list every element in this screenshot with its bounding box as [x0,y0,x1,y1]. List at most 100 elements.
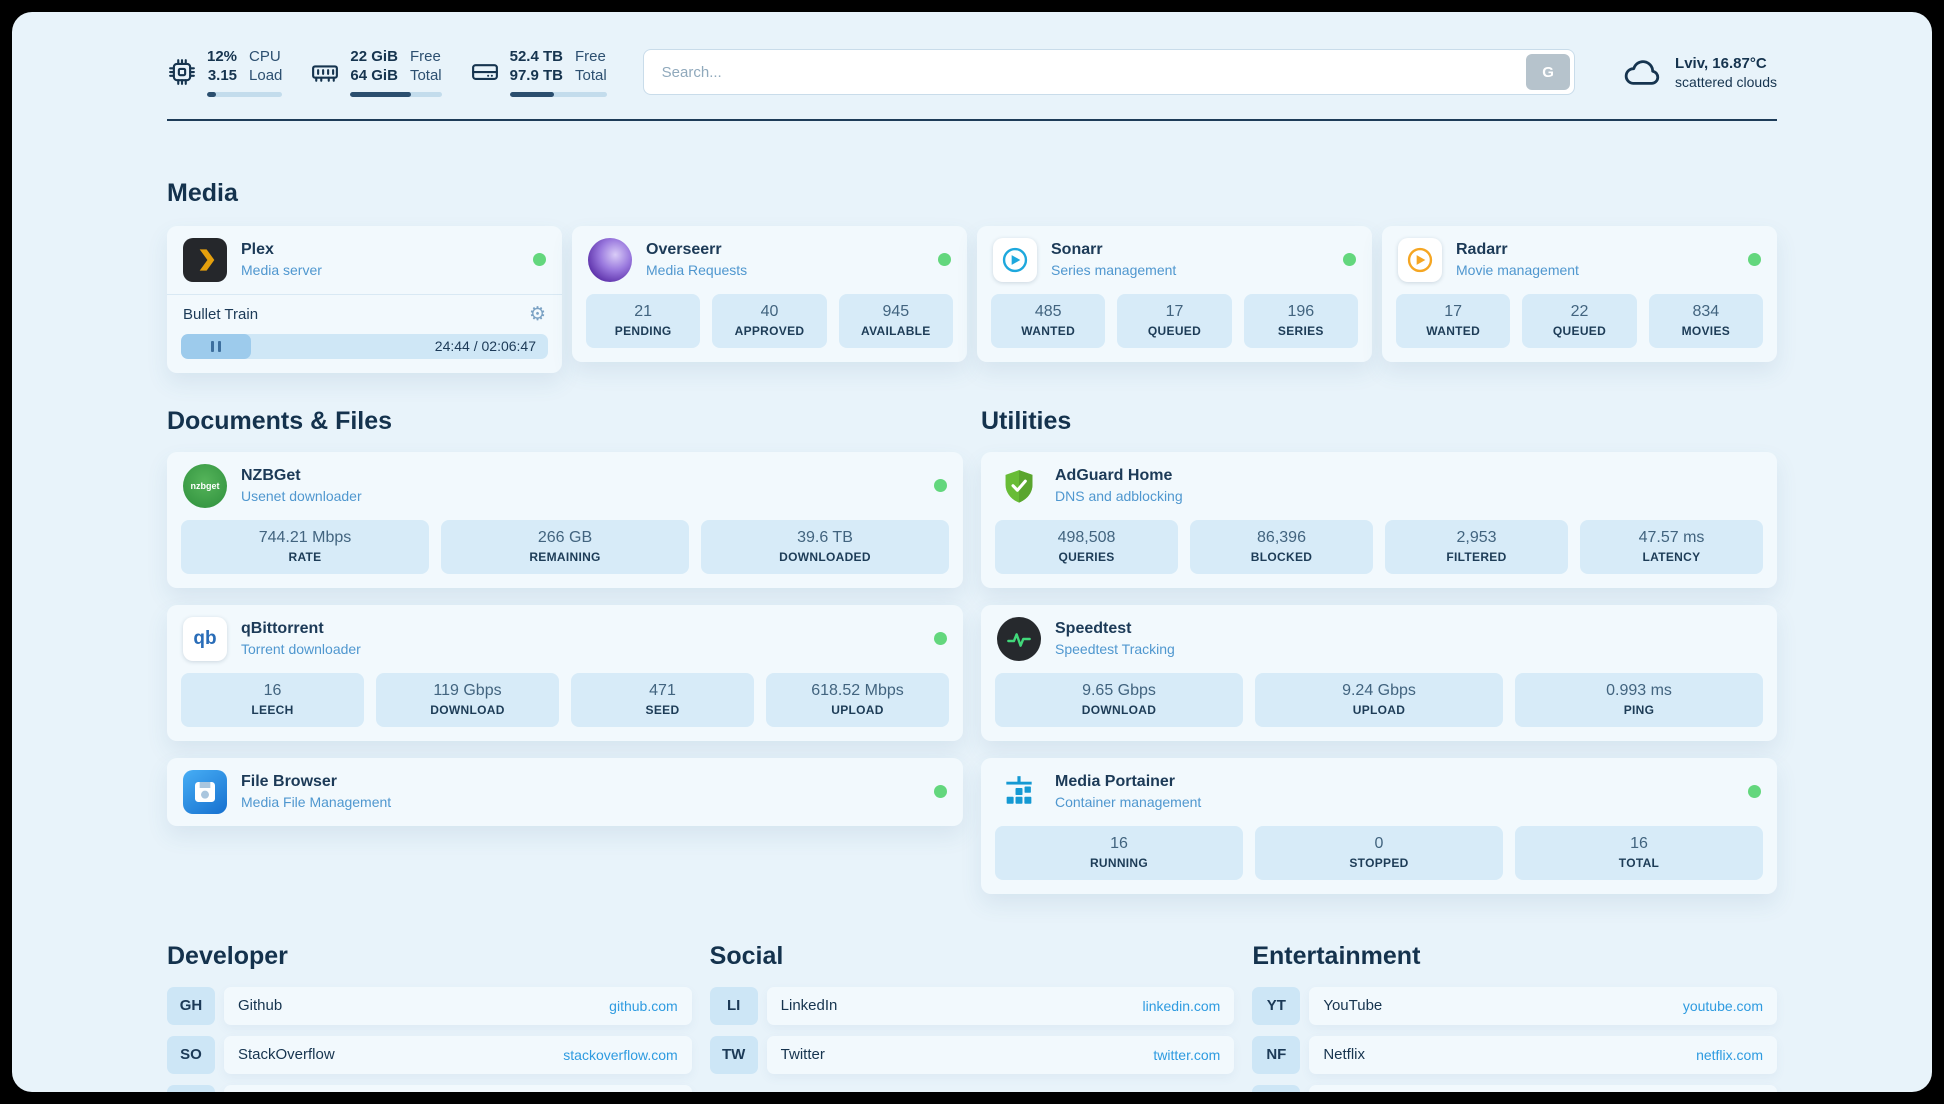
app-subtitle: DNS and adblocking [1055,488,1183,504]
app-subtitle: Movie management [1456,262,1579,278]
app-card-radarr[interactable]: Radarr Movie management 17 WANTED 22 QUE… [1382,225,1777,362]
app-card-qbittorrent[interactable]: qb qBittorrent Torrent downloader 16 LEE… [167,604,963,741]
plex-icon [183,237,227,282]
app-subtitle: Media Requests [646,262,748,278]
status-dot [934,785,947,798]
bookmark-twitter[interactable]: TW Twitter twitter.com [709,1035,1235,1074]
bookmark-reddit[interactable]: RE Reddit reddit.com [1252,1084,1777,1092]
disk-free-value: 52.4 TB [509,48,563,65]
stat-label: SERIES [1277,324,1324,338]
stat-label: UPLOAD [1352,703,1406,717]
sonarr-icon [993,237,1037,282]
app-card-adguard[interactable]: AdGuard Home DNS and adblocking 498,508 … [981,451,1777,588]
app-name: File Browser [241,773,338,790]
bookmark-dev[interactable]: DT DEV dev.to [167,1084,692,1092]
ram-free-label: Free [409,48,441,65]
stat-value: 9.65 Gbps [1082,682,1156,699]
stat-value: 47.57 ms [1638,529,1705,546]
radarr-icon [1398,237,1442,282]
bookmark-abbr: TW [709,1035,758,1074]
stat-value: 2,953 [1456,529,1497,546]
stat-leech: 16 LEECH [181,672,364,727]
app-card-filebrowser[interactable]: File Browser Media File Management [167,757,963,826]
status-dot [533,253,546,266]
playback-progressbar[interactable]: 24:44 / 02:06:47 [181,333,548,359]
bookmark-youtube[interactable]: YT YouTube youtube.com [1252,986,1777,1025]
stat-value: 119 Gbps [433,682,502,699]
app-subtitle: Usenet downloader [241,488,362,504]
stat-label: BLOCKED [1250,550,1313,564]
bookmark-abbr: GH [167,986,215,1025]
nzbget-icon: nzbget [183,463,227,508]
stat-label: PENDING [614,324,672,338]
stat-label: DOWNLOAD [430,703,505,717]
stat-label: DOWNLOAD [1081,703,1157,717]
ram-total-value: 64 GiB [350,66,398,84]
dashboard-page: 12% 3.15 CPU Load [12,12,1932,1092]
bookmark-url: linkedin.com [1142,997,1221,1014]
filebrowser-icon [183,769,227,814]
app-card-speedtest[interactable]: Speedtest Speedtest Tracking 9.65 Gbps D… [981,604,1777,741]
stat-movies: 834 MOVIES [1648,293,1763,348]
disk-total-label: Total [574,66,607,84]
stat-label: PING [1623,703,1655,717]
status-dot [934,632,947,645]
stat-pending: 21 PENDING [586,293,701,348]
stat-label: WANTED [1021,324,1076,338]
topbar: 12% 3.15 CPU Load [167,48,1777,97]
stat-seed: 471 SEED [571,672,754,727]
app-card-portainer[interactable]: Media Portainer Container management 16 … [981,757,1777,894]
stat-series: 196 SERIES [1243,293,1358,348]
ram-progress-fill [350,91,411,97]
stat-downloaded: 39.6 TB DOWNLOADED [701,519,949,574]
search-provider-button[interactable]: G [1526,54,1571,91]
app-name: Radarr [1456,241,1508,258]
stat-download: 119 Gbps DOWNLOAD [376,672,559,727]
ram-free-value: 22 GiB [350,48,398,65]
app-card-nzbget[interactable]: nzbget NZBGet Usenet downloader 744.21 M… [167,451,963,588]
search: G [642,49,1576,96]
disk-free-label: Free [574,48,606,65]
app-card-sonarr[interactable]: Sonarr Series management 485 WANTED 17 Q… [977,225,1372,362]
stat-value: 9.24 Gbps [1342,682,1416,699]
bookmark-url: github.com [609,997,678,1014]
app-subtitle: Speedtest Tracking [1055,641,1175,657]
stat-label: TOTAL [1618,856,1660,870]
bookmark-name: Twitter [780,1046,825,1063]
bookmark-url: youtube.com [1682,997,1763,1014]
stat-label: WANTED [1426,324,1481,338]
app-name: qBittorrent [241,620,324,637]
bookmark-url: netflix.com [1696,1046,1763,1063]
stat-label: REMAINING [529,550,601,564]
stat-value: 196 [1287,303,1315,320]
gear-icon[interactable]: ⚙ [528,303,546,325]
cpu-icon [169,59,195,86]
stat-queued: 22 QUEUED [1522,293,1637,348]
ram-total-label: Total [409,66,442,84]
bookmark-github[interactable]: GH Github github.com [167,986,692,1025]
stat-value: 834 [1692,303,1720,320]
bookmark-name: YouTube [1323,997,1383,1014]
stat-running: 16 RUNNING [995,825,1243,880]
bookmark-linkedin[interactable]: LI LinkedIn linkedin.com [709,986,1235,1025]
bookmark-abbr: LI [709,986,758,1025]
stat-label: APPROVED [734,324,805,338]
stat-queued: 17 QUEUED [1117,293,1232,348]
stat-stopped: 0 STOPPED [1255,825,1503,880]
now-playing-title: Bullet Train [183,305,259,323]
stat-filtered: 2,953 FILTERED [1385,519,1568,574]
section-title-documents: Documents & Files [167,406,393,435]
cpu-progress-fill [207,91,217,97]
bookmark-abbr: DT [167,1084,215,1092]
portainer-icon [997,770,1041,814]
bookmark-netflix[interactable]: NF Netflix netflix.com [1252,1035,1777,1074]
bookmark-stackoverflow[interactable]: SO StackOverflow stackoverflow.com [167,1035,692,1074]
stat-ping: 0.993 ms PING [1515,672,1763,727]
app-card-plex[interactable]: Plex Media server Bullet Train ⚙ [167,225,562,373]
app-card-overseerr[interactable]: Overseerr Media Requests 21 PENDING 40 A… [572,225,967,362]
weather-location: Lviv, 16.87°C [1675,54,1767,72]
search-input[interactable] [642,49,1576,96]
bookmark-url: twitter.com [1153,1046,1221,1063]
disk-progressbar [509,91,607,97]
stat-download: 9.65 Gbps DOWNLOAD [995,672,1243,727]
